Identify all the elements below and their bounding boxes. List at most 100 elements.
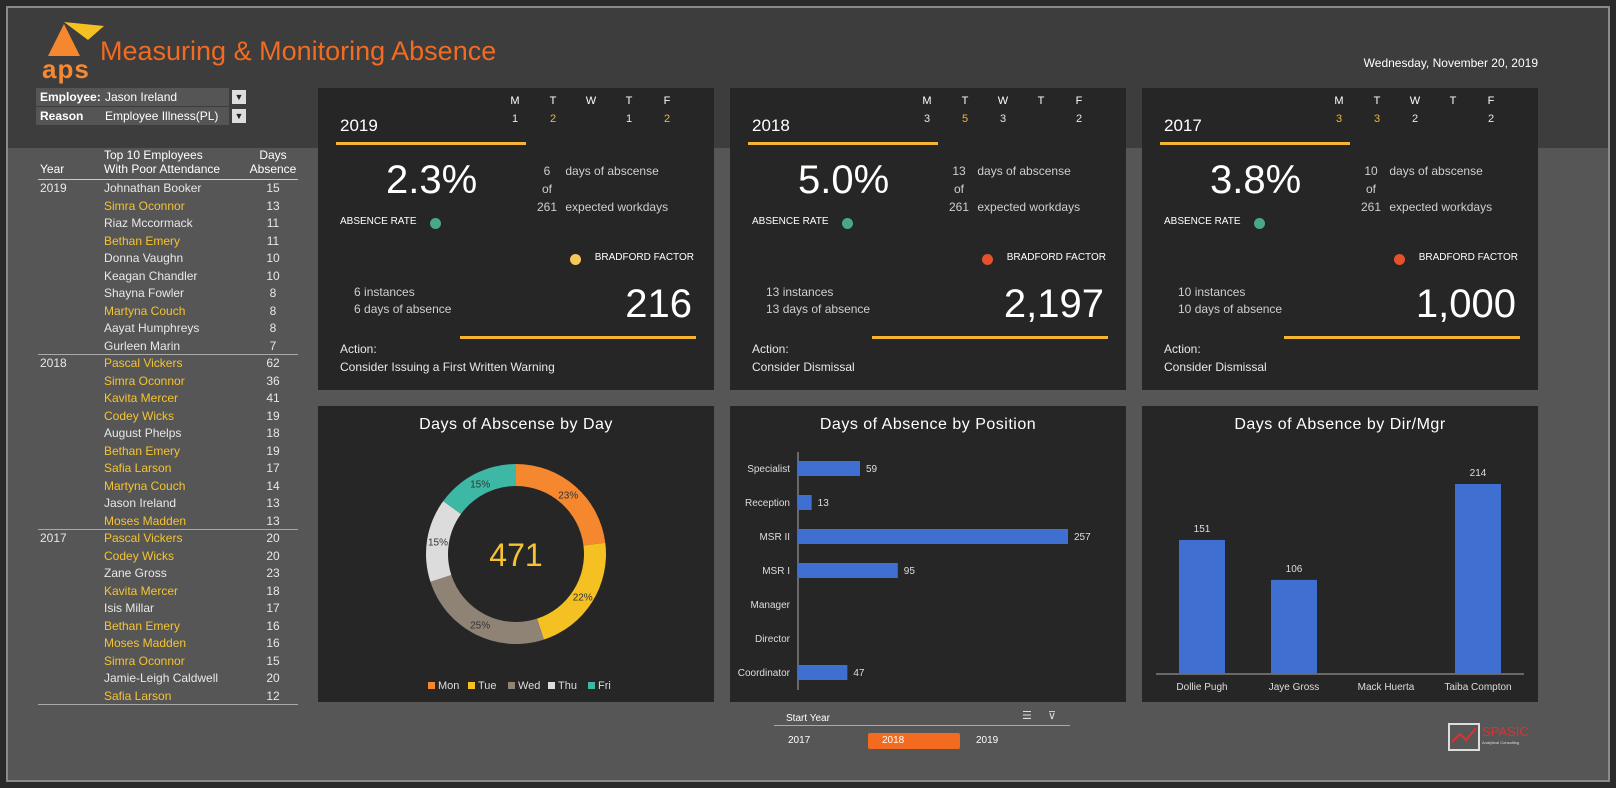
row-year — [38, 425, 104, 443]
bar[interactable] — [798, 563, 898, 578]
bar[interactable] — [798, 529, 1068, 544]
table-row[interactable]: Isis Millar 17 — [38, 600, 298, 618]
donut-center-value: 471 — [489, 537, 542, 573]
weekday-name: F — [1487, 95, 1495, 107]
table-row[interactable]: Simra Oconnor 13 — [38, 198, 298, 216]
bar[interactable] — [1179, 539, 1225, 674]
workdays-count: 261 — [948, 200, 970, 214]
legend-swatch — [548, 682, 555, 689]
bar[interactable] — [798, 665, 848, 680]
donut-slice-tue[interactable] — [537, 542, 606, 640]
table-row[interactable]: Martyna Couch 8 — [38, 303, 298, 321]
slice-label: 22% — [573, 592, 593, 603]
multi-select-icon[interactable]: ☰ — [1022, 710, 1032, 722]
table-row[interactable]: Codey Wicks 19 — [38, 408, 298, 426]
row-days-absence: 8 — [269, 321, 277, 335]
legend-label: Wed — [518, 680, 540, 692]
bradford-factor-label: BRADFORD FACTOR — [1418, 252, 1518, 263]
table-row[interactable]: Moses Madden 13 — [38, 513, 298, 530]
weekday-value: 1 — [511, 113, 519, 125]
table-row[interactable]: 2018 Pascal Vickers 62 — [38, 355, 298, 373]
row-year: 2019 — [40, 181, 67, 195]
weekday-value: 2 — [1487, 113, 1495, 125]
row-year — [38, 600, 104, 618]
category-label: Manager — [751, 600, 791, 611]
table-row[interactable]: Martyna Couch 14 — [38, 478, 298, 496]
table-row[interactable]: Jason Ireland 13 — [38, 495, 298, 513]
filter-panel: Employee: Jason Ireland ▼ Reason Employe… — [36, 88, 246, 125]
bar[interactable] — [1271, 579, 1317, 674]
row-year — [38, 268, 104, 286]
employee-filter[interactable]: Employee: Jason Ireland ▼ — [36, 88, 246, 106]
donut-slice-wed[interactable] — [430, 575, 544, 644]
table-row[interactable]: Kavita Mercer 41 — [38, 390, 298, 408]
absence-rate-label: ABSENCE RATE — [340, 216, 417, 227]
weekday-value — [572, 110, 610, 128]
row-days-absence: 16 — [266, 636, 280, 650]
header-days-line1: Days — [259, 148, 287, 162]
workdays-line: 261 expected workdays — [532, 198, 668, 216]
bar[interactable] — [798, 495, 812, 510]
table-row[interactable]: Zane Gross 23 — [38, 565, 298, 583]
absence-rate-value: 3.8% — [1210, 158, 1302, 202]
data-label: 95 — [904, 566, 916, 577]
employee-filter-value[interactable]: Jason Ireland — [101, 88, 229, 106]
chart-title: Days of Abscense by Day — [419, 416, 613, 433]
table-row[interactable]: Gurleen Marin 7 — [38, 338, 298, 355]
weekday-name: T — [549, 95, 557, 107]
filter-icon[interactable]: ▼ — [232, 109, 246, 123]
weekday-column: W — [572, 92, 610, 128]
reason-filter[interactable]: Reason Employee Illness(PL) ▼ — [36, 107, 246, 125]
bradford-factor-label: BRADFORD FACTOR — [1006, 252, 1106, 263]
donut-slice-thu[interactable] — [426, 501, 461, 582]
table-row[interactable]: Moses Madden 16 — [38, 635, 298, 653]
table-row[interactable]: Bethan Emery 16 — [38, 618, 298, 636]
table-row[interactable]: Simra Oconnor 36 — [38, 373, 298, 391]
slicer-option-2017[interactable]: 2017 — [788, 735, 811, 746]
row-employee-name: Jason Ireland — [104, 496, 177, 510]
bar[interactable] — [798, 461, 860, 476]
table-row[interactable]: Bethan Emery 11 — [38, 233, 298, 251]
table-row[interactable]: 2017 Pascal Vickers 20 — [38, 530, 298, 548]
table-row[interactable]: Keagan Chandler 10 — [38, 268, 298, 286]
filter-icon[interactable]: ▼ — [232, 90, 246, 104]
of-label: of — [541, 182, 552, 196]
row-days-absence: 18 — [266, 583, 280, 598]
table-row[interactable]: Riaz Mccormack 11 — [38, 215, 298, 233]
table-row[interactable]: Codey Wicks 20 — [38, 548, 298, 566]
weekday-name: M — [1334, 95, 1344, 107]
bar[interactable] — [1455, 484, 1501, 674]
action-label: Action: — [340, 342, 377, 356]
weekday-name: M — [510, 95, 520, 107]
action-text: Consider Dismissal — [752, 360, 855, 374]
table-row[interactable]: Safia Larson 17 — [38, 460, 298, 478]
row-year — [38, 285, 104, 303]
table-row[interactable]: Bethan Emery 19 — [38, 443, 298, 461]
table-row[interactable]: Shayna Fowler 8 — [38, 285, 298, 303]
table-row[interactable]: August Phelps 18 — [38, 425, 298, 443]
donut-slice-fri[interactable] — [443, 464, 516, 515]
weekday-name: M — [922, 95, 932, 107]
table-row[interactable]: Safia Larson 12 — [38, 688, 298, 705]
table-row[interactable]: Kavita Mercer 18 — [38, 583, 298, 601]
row-year — [38, 688, 104, 705]
table-row[interactable]: Simra Oconnor 15 — [38, 653, 298, 671]
instances-label: instances — [782, 285, 834, 299]
row-employee-name: August Phelps — [104, 426, 182, 440]
instances-count: 6 — [354, 285, 361, 299]
slicer-option-2019[interactable]: 2019 — [976, 735, 999, 746]
row-employee-name: Zane Gross — [104, 566, 167, 580]
absence-stats: 10 days of abscense of 261 expected workda… — [1356, 162, 1492, 216]
table-row[interactable]: 2019 Johnathan Booker 15 — [38, 180, 298, 198]
table-row[interactable]: Aayat Humphreys 8 — [38, 320, 298, 338]
reason-filter-value[interactable]: Employee Illness(PL) — [101, 107, 229, 125]
table-row[interactable]: Donna Vaughn 10 — [38, 250, 298, 268]
instances-count: 13 — [766, 285, 780, 299]
slicer-option-2018[interactable]: 2018 — [868, 733, 960, 749]
table-row[interactable]: Jamie-Leigh Caldwell 20 — [38, 670, 298, 688]
clear-filter-icon[interactable]: ⊽ — [1048, 710, 1057, 722]
row-employee-name: Gurleen Marin — [104, 338, 181, 353]
donut-slice-mon[interactable] — [516, 464, 606, 546]
year-underline — [1160, 142, 1350, 145]
